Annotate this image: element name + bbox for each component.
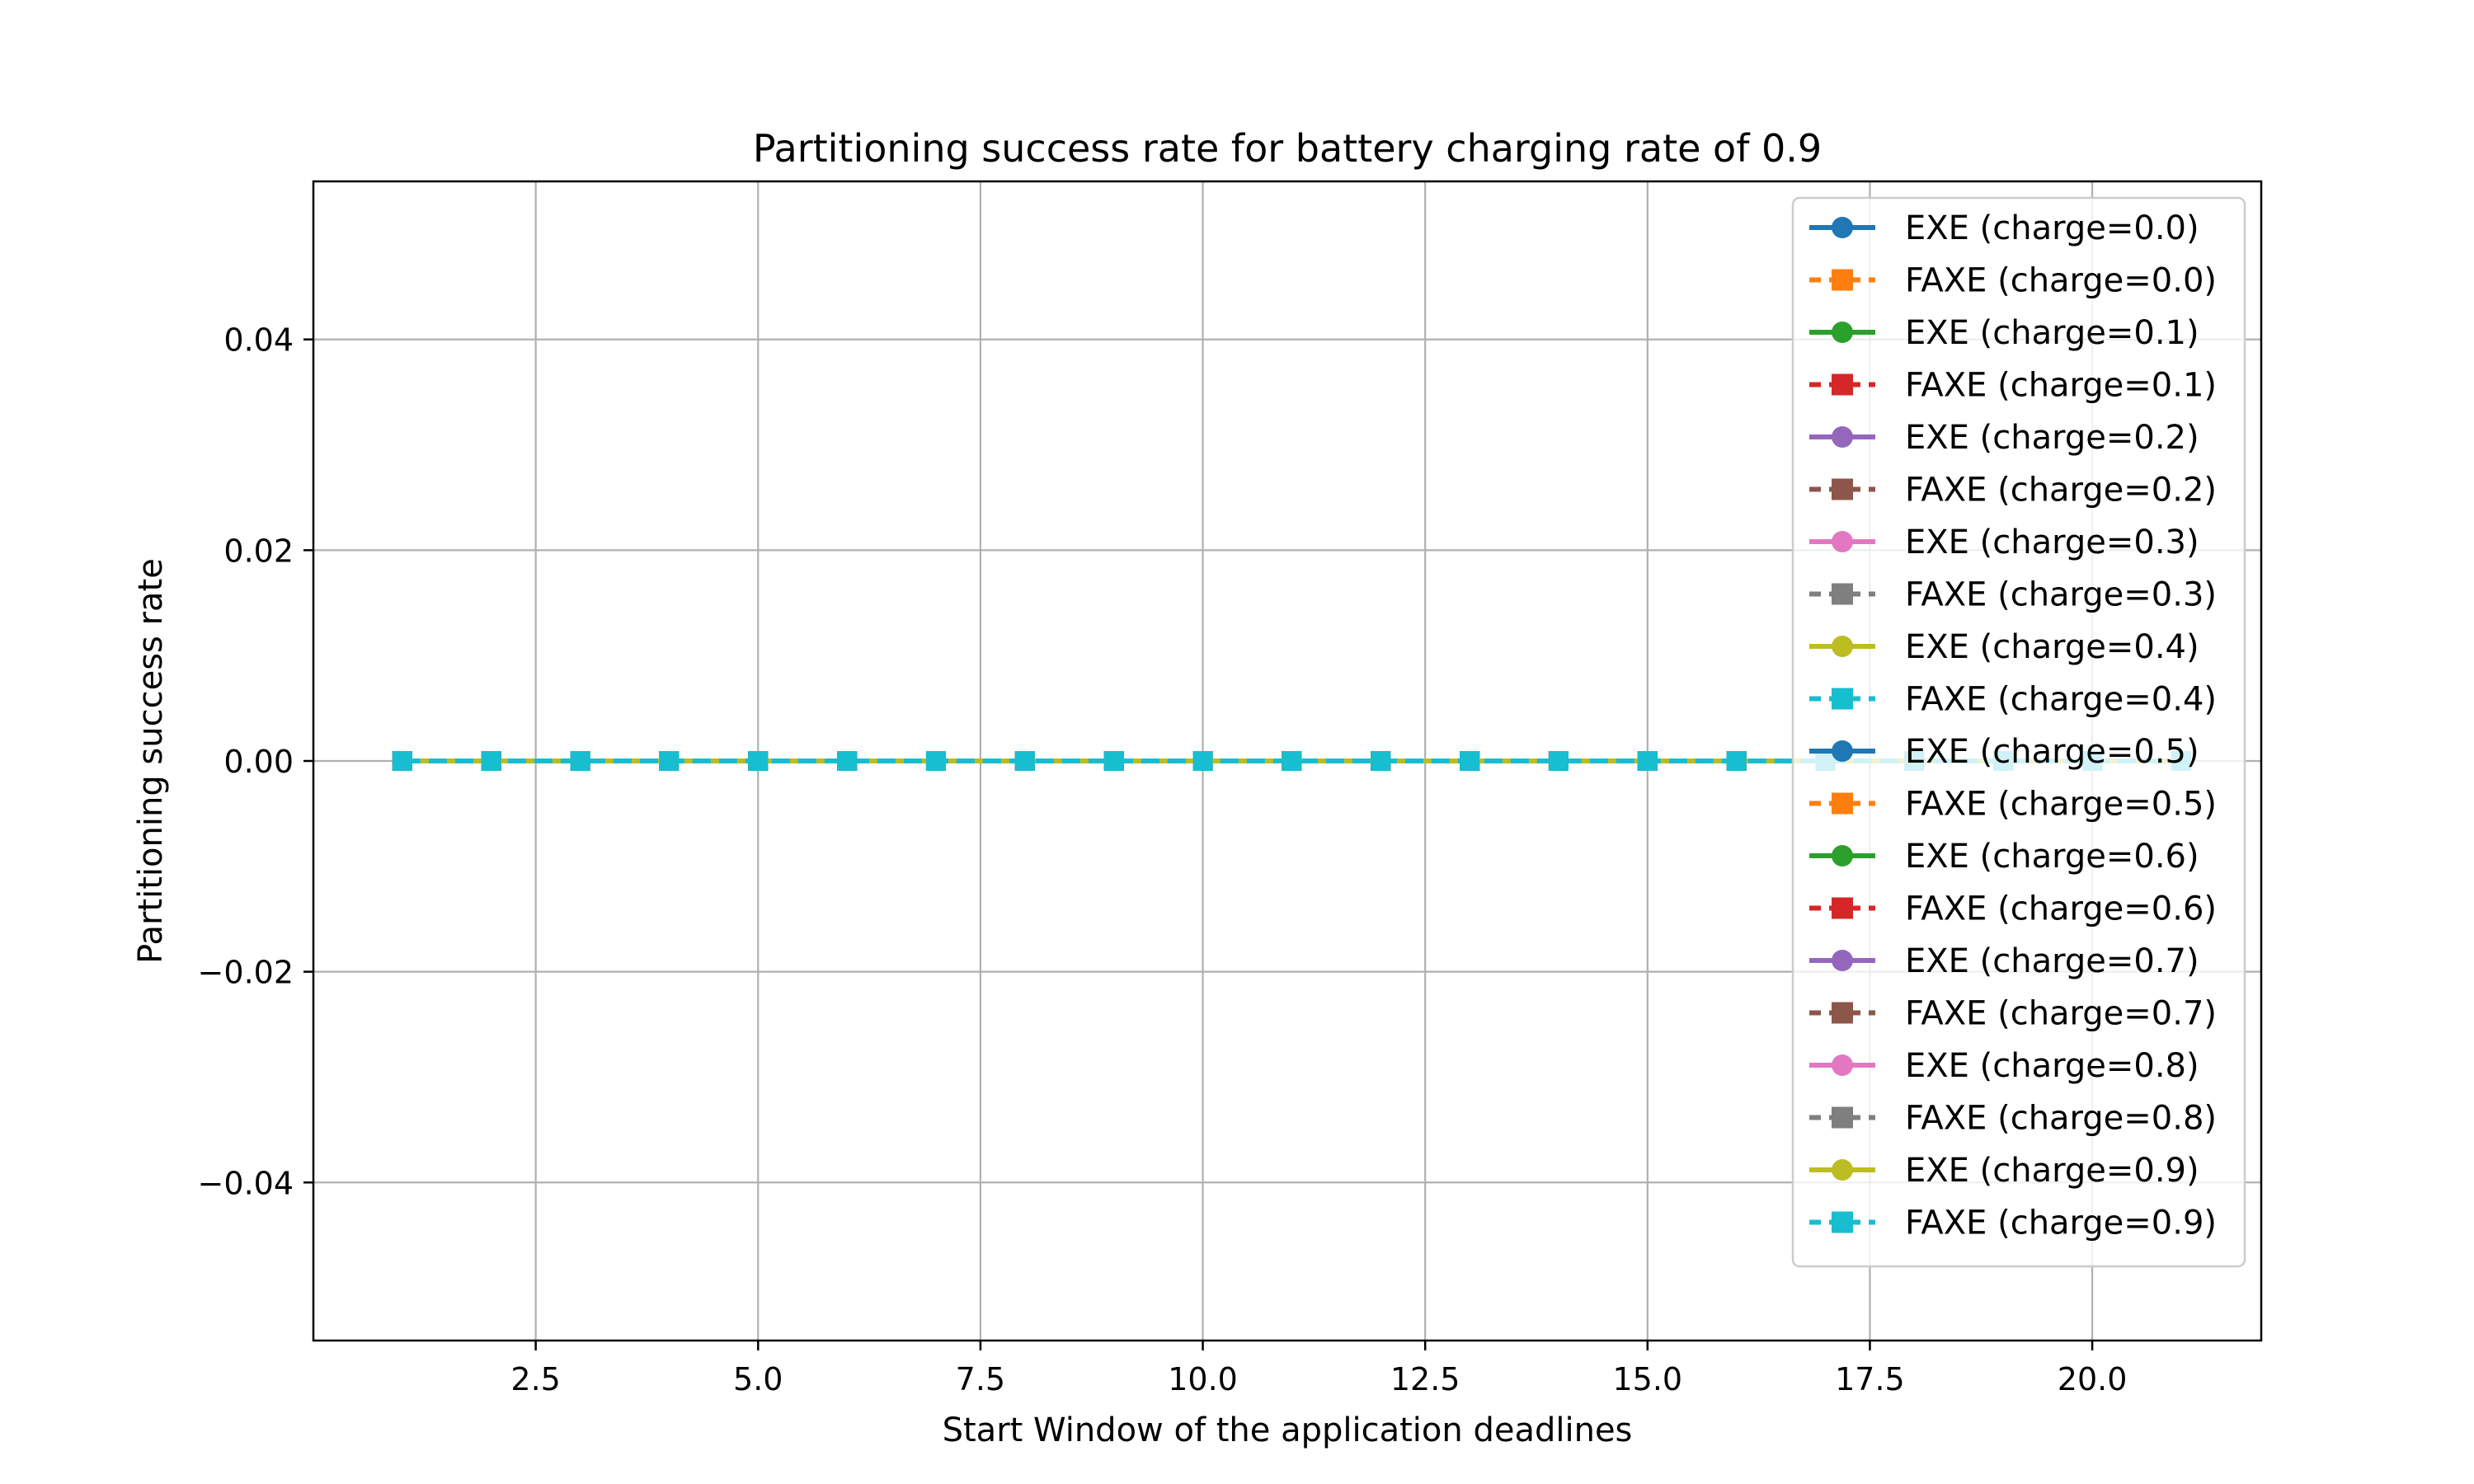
legend-item: FAXE (charge=0.6): [1809, 890, 2217, 928]
legend-item: FAXE (charge=0.3): [1809, 576, 2217, 614]
legend-label: FAXE (charge=0.0): [1905, 262, 2217, 300]
y-tick-label: −0.04: [198, 1165, 294, 1201]
data-point: [1548, 751, 1569, 771]
data-point: [1103, 751, 1124, 771]
legend-label: EXE (charge=0.5): [1905, 733, 2199, 771]
legend-item: FAXE (charge=0.2): [1809, 472, 2217, 510]
legend-marker: [1832, 897, 1853, 919]
legend-marker: [1832, 583, 1853, 605]
y-tick-label: 0.02: [223, 533, 294, 569]
legend-item: FAXE (charge=0.9): [1809, 1205, 2217, 1242]
legend-marker: [1832, 1002, 1853, 1024]
data-point: [392, 751, 412, 771]
x-tick-label: 17.5: [1835, 1361, 1905, 1397]
data-point: [925, 751, 946, 771]
legend-marker: [1832, 950, 1853, 971]
legend-label: FAXE (charge=0.1): [1905, 367, 2217, 405]
legend: EXE (charge=0.0) FAXE (charge=0.0) EXE (ch…: [1791, 196, 2246, 1268]
data-point: [1014, 751, 1035, 771]
legend-marker: [1832, 1054, 1853, 1076]
x-tick-label: 10.0: [1168, 1361, 1238, 1397]
y-axis-label: Partitioning success rate: [132, 558, 170, 964]
legend-label: FAXE (charge=0.4): [1905, 681, 2217, 719]
legend-label: EXE (charge=0.2): [1905, 419, 2199, 457]
legend-label: EXE (charge=0.4): [1905, 628, 2199, 666]
data-point: [1192, 751, 1213, 771]
legend-marker: [1832, 1106, 1853, 1129]
data-point: [1637, 751, 1658, 771]
legend-item: FAXE (charge=0.1): [1809, 367, 2217, 405]
legend-label: EXE (charge=0.8): [1905, 1047, 2199, 1085]
legend-marker: [1832, 217, 1853, 238]
legend-marker: [1832, 373, 1853, 396]
y-tick-label: 0.04: [223, 322, 294, 359]
legend-label: FAXE (charge=0.7): [1905, 995, 2217, 1033]
legend-label: EXE (charge=0.6): [1905, 838, 2199, 876]
legend-marker: [1832, 845, 1853, 866]
data-point: [1726, 751, 1747, 771]
legend-marker: [1832, 322, 1853, 343]
data-point: [1460, 751, 1480, 771]
data-point: [1371, 751, 1391, 771]
legend-label: EXE (charge=0.7): [1905, 942, 2199, 980]
x-tick-label: 5.0: [733, 1361, 783, 1397]
legend-label: FAXE (charge=0.2): [1905, 472, 2217, 510]
legend-label: EXE (charge=0.1): [1905, 314, 2199, 352]
legend-item: EXE (charge=0.6): [1809, 838, 2199, 876]
legend-item: FAXE (charge=0.5): [1809, 786, 2217, 824]
data-point: [837, 751, 858, 771]
x-axis-label: Start Window of the application deadline…: [943, 1411, 1633, 1449]
legend-box: [1791, 196, 2246, 1268]
legend-item: EXE (charge=0.7): [1809, 942, 2199, 980]
data-point: [659, 751, 680, 771]
legend-item: EXE (charge=0.0): [1809, 209, 2199, 247]
legend-item: EXE (charge=0.4): [1809, 628, 2199, 666]
legend-item: FAXE (charge=0.7): [1809, 995, 2217, 1033]
legend-marker: [1832, 426, 1853, 448]
y-tick-label: 0.00: [223, 744, 294, 780]
legend-marker: [1832, 1211, 1853, 1233]
legend-marker: [1832, 688, 1853, 710]
legend-label: FAXE (charge=0.8): [1905, 1100, 2217, 1138]
legend-label: FAXE (charge=0.6): [1905, 890, 2217, 928]
legend-marker: [1832, 531, 1853, 552]
legend-label: FAXE (charge=0.5): [1905, 786, 2217, 824]
y-tick-label: −0.02: [198, 955, 294, 991]
legend-item: EXE (charge=0.3): [1809, 524, 2199, 561]
legend-marker: [1832, 740, 1853, 762]
legend-item: EXE (charge=0.1): [1809, 314, 2199, 352]
legend-label: FAXE (charge=0.9): [1905, 1205, 2217, 1242]
x-tick-label: 15.0: [1613, 1361, 1683, 1397]
legend-label: FAXE (charge=0.3): [1905, 576, 2217, 614]
legend-marker: [1832, 478, 1853, 500]
chart-title: Partitioning success rate for battery ch…: [753, 126, 1822, 171]
legend-label: EXE (charge=0.3): [1905, 524, 2199, 561]
x-tick-label: 12.5: [1390, 1361, 1460, 1397]
legend-item: EXE (charge=0.2): [1809, 419, 2199, 457]
legend-item: FAXE (charge=0.0): [1809, 262, 2217, 300]
legend-item: EXE (charge=0.9): [1809, 1152, 2199, 1190]
data-point: [481, 751, 501, 771]
legend-item: EXE (charge=0.8): [1809, 1047, 2199, 1085]
x-tick-label: 7.5: [956, 1361, 1005, 1397]
legend-item: EXE (charge=0.5): [1809, 733, 2199, 771]
x-tick-label: 2.5: [510, 1361, 560, 1397]
data-point: [570, 751, 590, 771]
legend-label: EXE (charge=0.9): [1905, 1152, 2199, 1190]
legend-marker: [1832, 1159, 1853, 1181]
data-point: [748, 751, 769, 771]
x-tick-label: 20.0: [2058, 1361, 2128, 1397]
legend-label: EXE (charge=0.0): [1905, 209, 2199, 247]
legend-marker: [1832, 269, 1853, 291]
legend-marker: [1832, 792, 1853, 815]
legend-marker: [1832, 636, 1853, 657]
legend-item: FAXE (charge=0.8): [1809, 1100, 2217, 1138]
data-point: [1282, 751, 1302, 771]
legend-item: FAXE (charge=0.4): [1809, 681, 2217, 719]
tick-layer: 2.5 5.0 7.5 10.0 12.5 15.0 17.5 20.0 −0.04 −0.02 0…: [198, 322, 2128, 1397]
